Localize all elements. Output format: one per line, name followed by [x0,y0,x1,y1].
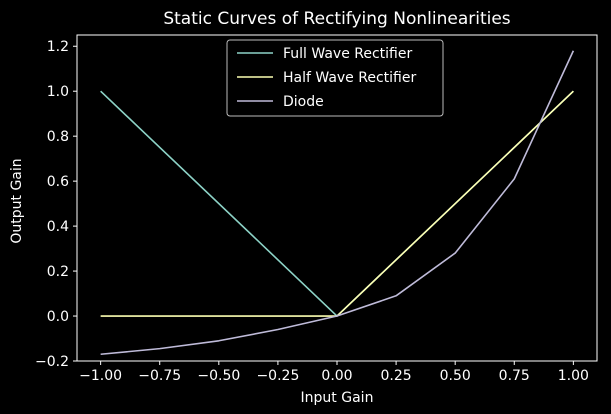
x-tick-label: 0.75 [499,368,530,384]
x-tick-label: 0.25 [381,368,412,384]
axes-layer: −1.00 −0.75 −0.50 −0.25 0.00 0.25 0.50 0.75 1.00… [35,34,598,384]
y-tick-label: 0.6 [47,174,69,190]
y-axis-label: Output Gain [9,158,25,243]
x-tick-label: 0.00 [321,368,352,384]
legend: Full Wave Rectifier Half Wave Rectifier Di… [226,39,444,117]
x-tick-label: −0.25 [256,368,299,384]
chart-title: Static Curves of Rectifying Nonlineariti… [163,9,510,29]
x-tick-label: −0.50 [197,368,240,384]
series-line-2 [100,50,575,356]
legend-label-2: Diode [283,94,324,110]
x-axis-label: Input Gain [301,390,374,406]
y-tick-label: 0.0 [47,309,69,325]
series-layer [100,50,575,356]
legend-label-0: Full Wave Rectifier [283,46,412,62]
y-tick-label: −0.2 [35,354,69,370]
x-tick-label: 0.50 [440,368,471,384]
legend-box [226,39,444,117]
y-tick-label: 1.0 [47,84,69,100]
y-tick-label: 0.8 [47,129,69,145]
legend-label-1: Half Wave Rectifier [283,70,416,86]
x-tick-label: −0.75 [138,368,181,384]
y-tick-label: 0.4 [47,219,69,235]
y-tick-label: 0.2 [47,264,69,280]
x-tick-label: 1.00 [558,368,589,384]
x-tick-label: −1.00 [79,368,122,384]
y-tick-label: 1.2 [47,39,69,55]
